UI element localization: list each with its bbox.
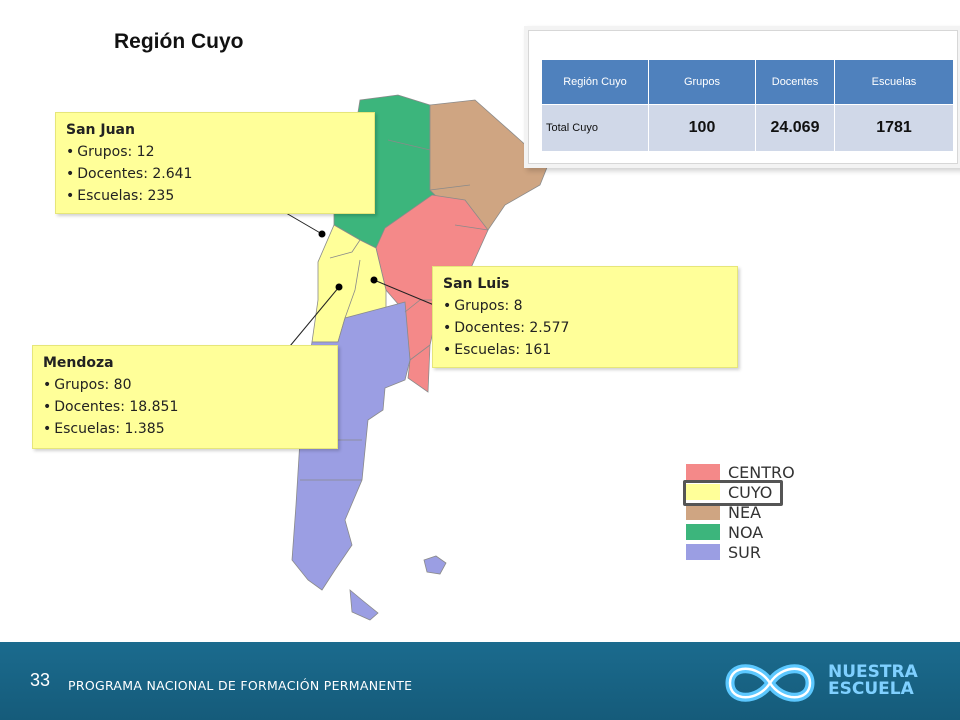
malvinas-islands xyxy=(423,555,447,575)
marker-mendoza xyxy=(335,283,343,291)
callout-title: San Juan xyxy=(66,122,135,138)
callout-san-luis: San Luis Grupos: 8 Docentes: 2.577 Escue… xyxy=(432,266,738,368)
callout-item: Escuelas: 1.385 xyxy=(43,418,327,440)
callout-san-juan: San Juan Grupos: 12 Docentes: 2.641 Escu… xyxy=(55,112,375,214)
map-legend: CENTRO CUYO NEA NOA SUR xyxy=(686,462,795,562)
legend-item-sur: SUR xyxy=(686,542,795,562)
legend-label: NEA xyxy=(728,502,762,522)
callout-item: Escuelas: 235 xyxy=(66,185,364,207)
callout-item: Docentes: 18.851 xyxy=(43,396,327,418)
legend-label: NOA xyxy=(728,522,764,542)
legend-item-cuyo: CUYO xyxy=(686,482,795,502)
table-header: Grupos xyxy=(648,59,756,105)
legend-item-noa: NOA xyxy=(686,522,795,542)
page-number: 33 xyxy=(30,670,51,690)
page-title: Región Cuyo xyxy=(114,30,244,53)
legend-swatch xyxy=(686,504,720,520)
summary-table-panel: Región Cuyo Grupos Docentes Escuelas Tot… xyxy=(528,30,958,164)
callout-item: Docentes: 2.577 xyxy=(443,317,727,339)
region-nea xyxy=(429,99,549,231)
legend-item-nea: NEA xyxy=(686,502,795,522)
legend-highlight-box xyxy=(683,480,783,506)
summary-table: Región Cuyo Grupos Docentes Escuelas Tot… xyxy=(541,59,954,152)
footer-bar: 33 PROGRAMA NACIONAL DE FORMACIÓN PERMAN… xyxy=(0,642,960,720)
legend-label: SUR xyxy=(728,542,761,562)
program-name: PROGRAMA NACIONAL DE FORMACIÓN PERMANENT… xyxy=(68,678,413,693)
callout-title: San Luis xyxy=(443,276,510,292)
marker-san-juan xyxy=(318,230,326,238)
legend-swatch xyxy=(686,484,720,500)
brand-name: NUESTRA ESCUELA xyxy=(828,664,918,698)
table-header: Región Cuyo xyxy=(541,59,649,105)
legend-label: CUYO xyxy=(728,482,773,502)
infinity-logo-icon xyxy=(725,664,815,702)
callout-title: Mendoza xyxy=(43,355,114,371)
callout-item: Escuelas: 161 xyxy=(443,339,727,361)
legend-swatch xyxy=(686,524,720,540)
table-cell-escuelas: 1781 xyxy=(834,104,954,152)
table-header: Escuelas xyxy=(834,59,954,105)
table-header: Docentes xyxy=(755,59,835,105)
table-cell-grupos: 100 xyxy=(648,104,756,152)
legend-swatch xyxy=(686,544,720,560)
legend-swatch xyxy=(686,464,720,480)
connector-san-juan xyxy=(285,212,323,235)
region-sur-tierra-del-fuego xyxy=(349,589,379,621)
callout-item: Grupos: 80 xyxy=(43,374,327,396)
legend-item-centro: CENTRO xyxy=(686,462,795,482)
table-row-label: Total Cuyo xyxy=(541,104,649,152)
marker-san-luis xyxy=(370,276,378,284)
table-cell-docentes: 24.069 xyxy=(755,104,835,152)
brand-line-1: NUESTRA xyxy=(828,662,918,682)
callout-item: Grupos: 12 xyxy=(66,141,364,163)
callout-item: Grupos: 8 xyxy=(443,295,727,317)
connector-mendoza xyxy=(289,286,340,347)
legend-label: CENTRO xyxy=(728,462,795,482)
callout-item: Docentes: 2.641 xyxy=(66,163,364,185)
connector-san-luis xyxy=(373,279,435,306)
brand-line-2: ESCUELA xyxy=(828,679,914,699)
callout-mendoza: Mendoza Grupos: 80 Docentes: 18.851 Escu… xyxy=(32,345,338,449)
